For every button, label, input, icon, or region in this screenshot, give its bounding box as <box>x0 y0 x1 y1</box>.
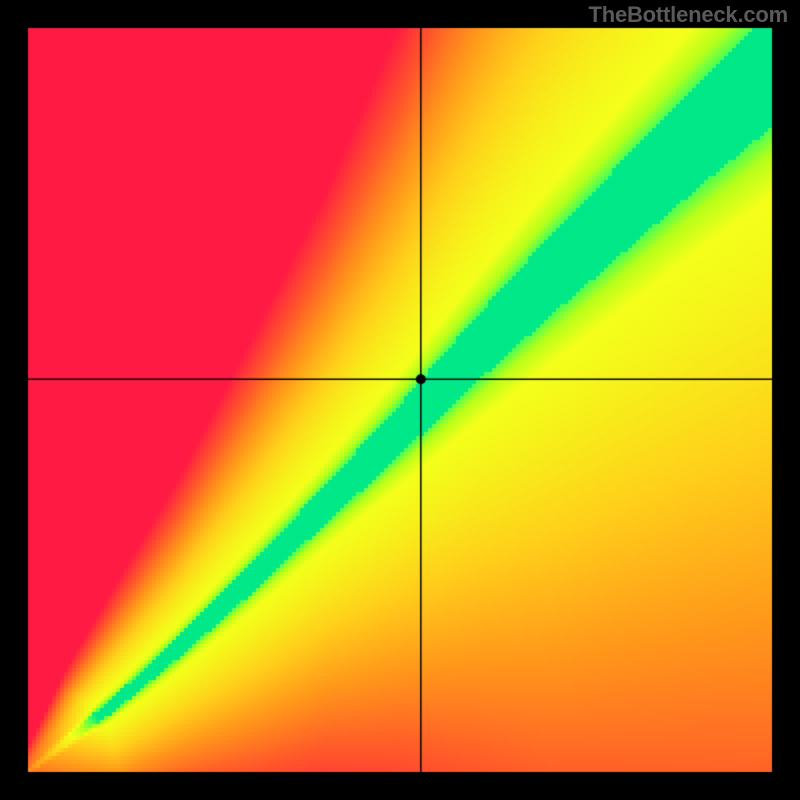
chart-container: TheBottleneck.com <box>0 0 800 800</box>
heatmap-canvas <box>0 0 800 800</box>
watermark-text: TheBottleneck.com <box>588 2 788 28</box>
